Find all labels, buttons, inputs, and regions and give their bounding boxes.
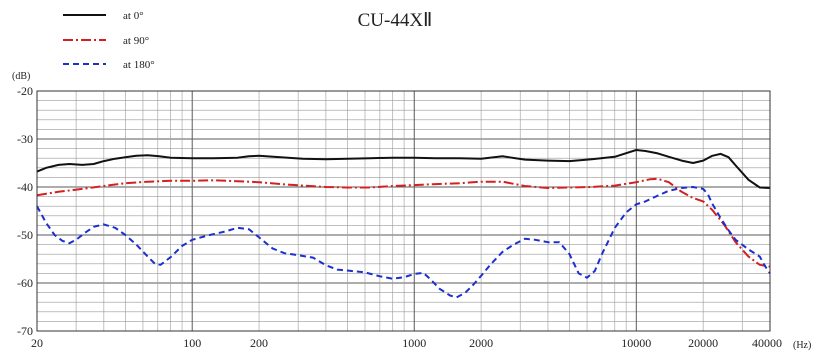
x-tick-label: 10000 bbox=[621, 336, 651, 350]
y-tick-label: -70 bbox=[17, 324, 33, 338]
grid bbox=[36, 90, 771, 332]
y-axis-unit: (dB) bbox=[12, 71, 30, 82]
chart-title: CU-44XⅡ bbox=[358, 10, 433, 31]
series-layer bbox=[36, 149, 771, 299]
legend-label-1: at 90° bbox=[123, 35, 149, 47]
legend: at 0° at 90° at 180° bbox=[63, 10, 155, 71]
x-tick-label: 2000 bbox=[469, 336, 493, 350]
x-axis-unit: (Hz) bbox=[793, 340, 811, 351]
series-line-2 bbox=[36, 186, 771, 299]
y-tick-label: -50 bbox=[17, 228, 33, 242]
x-tick-label: 20000 bbox=[688, 336, 718, 350]
series-line-0 bbox=[36, 149, 771, 189]
y-tick-label: -40 bbox=[17, 180, 33, 194]
legend-label-2: at 180° bbox=[123, 59, 155, 71]
y-tick-label: -60 bbox=[17, 276, 33, 290]
series-line-1 bbox=[36, 177, 771, 268]
x-tick-labels: 20 100 200 1000 2000 10000 20000 40000 bbox=[31, 336, 782, 350]
y-tick-label: -20 bbox=[17, 84, 33, 98]
x-tick-label: 200 bbox=[250, 336, 268, 350]
legend-label-0: at 0° bbox=[123, 10, 144, 22]
x-tick-label: 1000 bbox=[402, 336, 426, 350]
plot-frame bbox=[36, 90, 771, 332]
x-tick-label: 100 bbox=[183, 336, 201, 350]
x-tick-label: 20 bbox=[31, 336, 43, 350]
x-tick-label: 40000 bbox=[752, 336, 782, 350]
y-tick-label: -30 bbox=[17, 132, 33, 146]
y-tick-labels: -20 -30 -40 -50 -60 -70 bbox=[17, 84, 33, 338]
